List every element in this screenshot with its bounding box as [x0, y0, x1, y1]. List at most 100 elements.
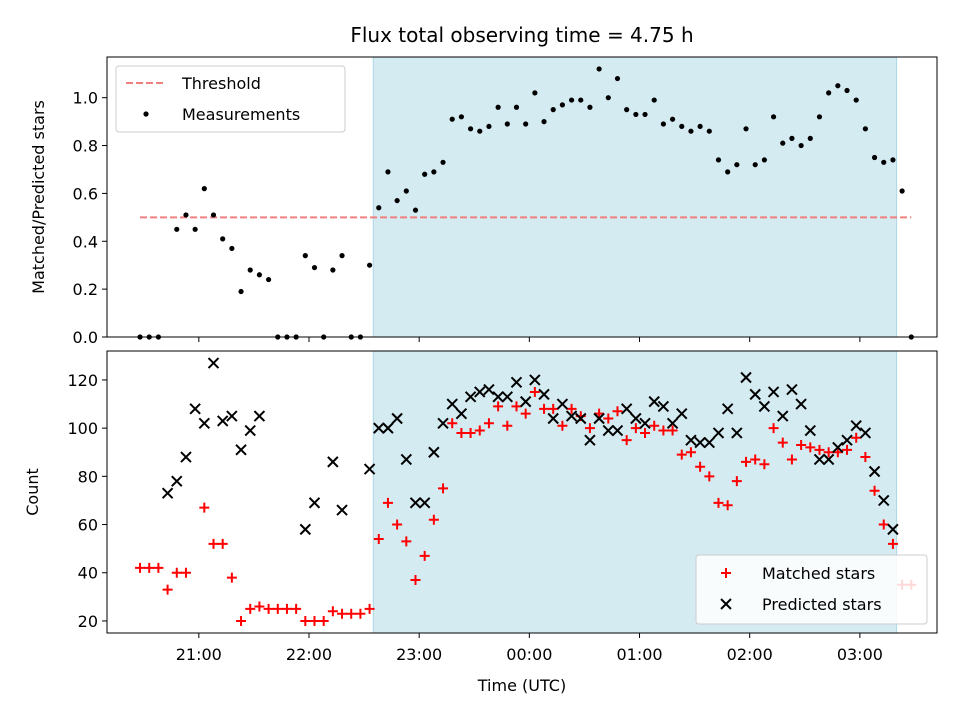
matched-point — [318, 615, 329, 626]
measurement-point — [688, 128, 694, 134]
y-tick-label: 0.8 — [73, 137, 98, 156]
measurement-point — [633, 111, 639, 118]
predicted-point — [887, 523, 899, 536]
predicted-point — [666, 417, 679, 430]
matched-point — [658, 425, 669, 436]
matched-point — [759, 459, 770, 470]
predicted-point — [483, 383, 495, 396]
predicted-point — [437, 417, 449, 430]
matched-point — [263, 603, 274, 614]
matched-point — [291, 603, 302, 614]
predicted-point — [529, 374, 541, 386]
predicted-point — [712, 427, 725, 439]
predicted-point — [786, 383, 798, 396]
predicted-point — [253, 410, 266, 422]
panel-ratio: 0.0 0.2 0.4 0.6 0.8 1.0 Matched/Predicted star… — [29, 56, 938, 347]
measurement-point — [431, 169, 437, 175]
predicted-point — [795, 398, 807, 410]
matched-point — [704, 471, 715, 482]
matched-point — [199, 502, 210, 513]
matched-point — [557, 420, 568, 431]
matched-point — [493, 401, 504, 412]
predicted-point — [180, 451, 192, 463]
measurement-point — [201, 186, 207, 192]
measurement-point — [890, 157, 896, 163]
measurement-point — [302, 253, 308, 259]
y-tick-label: 0.2 — [73, 280, 98, 299]
matched-point — [630, 423, 641, 434]
predicted-point — [584, 434, 596, 446]
measurement-point — [366, 262, 373, 268]
predicted-point — [391, 412, 403, 425]
predicted-point — [878, 494, 890, 507]
x-tick-label: 02:00 — [727, 645, 773, 664]
matched-point — [584, 423, 595, 434]
y-tick-label: 100 — [67, 419, 98, 438]
matched-point — [667, 425, 678, 436]
matched-point — [612, 406, 623, 417]
axes-frame — [106, 56, 938, 338]
measurement-point — [532, 90, 538, 96]
series-predicted-stars — [161, 357, 899, 536]
x-tick-label: 23:00 — [396, 645, 442, 664]
measurement-point — [256, 272, 263, 278]
matched-point — [355, 608, 366, 619]
x-tick-label: 01:00 — [616, 645, 662, 664]
matched-point — [364, 603, 375, 614]
panel-counts: 20 40 60 80 100 120 21:00 22:00 23:00 00:00 01:00 0… — [23, 350, 938, 664]
measurement-point — [247, 267, 253, 273]
matched-point — [722, 500, 733, 511]
matched-point — [144, 562, 155, 573]
predicted-point — [189, 403, 201, 415]
matched-point — [511, 401, 522, 412]
x-tick-label: 22:00 — [286, 645, 332, 664]
measurement-point — [578, 97, 584, 103]
measurement-point — [743, 126, 749, 132]
predicted-point — [648, 395, 660, 408]
measurement-point — [376, 205, 382, 211]
measurement-point — [587, 104, 593, 110]
measurement-point — [394, 197, 400, 204]
matched-point — [731, 476, 742, 487]
matched-point — [410, 574, 421, 585]
measurement-point — [789, 135, 795, 141]
predicted-point — [602, 424, 615, 437]
legend-measurements-label: Measurements — [182, 105, 300, 124]
legend: Threshold Measurements — [115, 65, 346, 133]
matched-point — [823, 447, 834, 458]
matched-point — [217, 538, 228, 549]
legend-matched-label: Matched stars — [762, 564, 875, 583]
legend-threshold-label: Threshold — [181, 74, 261, 93]
legend: Matched stars Predicted stars — [695, 554, 928, 625]
measurement-point — [559, 102, 565, 108]
measurement-point — [826, 90, 832, 96]
predicted-point — [813, 453, 826, 466]
measurement-point — [862, 126, 868, 132]
measurement-point — [734, 162, 740, 168]
measurement-point — [752, 162, 758, 168]
measurement-point — [853, 97, 859, 103]
matched-point — [346, 608, 357, 619]
matched-point — [860, 452, 871, 463]
matched-point — [401, 536, 412, 547]
measurement-point — [550, 107, 556, 113]
predicted-point — [721, 403, 734, 415]
chart-title: Flux total observing time = 4.75 h — [350, 23, 693, 47]
measurement-point — [715, 157, 722, 163]
predicted-point — [428, 446, 440, 458]
x-tick-label: 21:00 — [176, 645, 222, 664]
predicted-point — [171, 475, 183, 487]
predicted-point — [822, 453, 835, 466]
legend-box — [695, 554, 928, 625]
matched-point — [428, 514, 439, 525]
measurement-point — [385, 169, 391, 175]
measurement-point — [706, 128, 712, 134]
predicted-point — [400, 453, 413, 466]
measurement-point — [651, 97, 657, 103]
matched-point — [566, 403, 577, 414]
measurement-point — [642, 111, 648, 118]
predicted-point — [841, 434, 853, 446]
matched-point — [520, 408, 531, 419]
matched-point — [465, 427, 476, 438]
measurement-point — [669, 116, 676, 122]
